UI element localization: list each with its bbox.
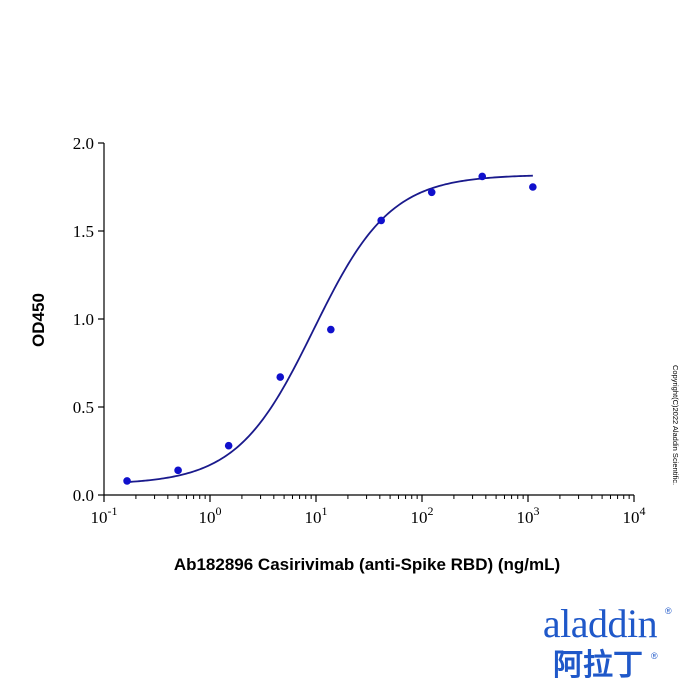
x-tick-exponent: -1 xyxy=(108,504,118,518)
x-tick-exponent: 2 xyxy=(428,504,434,518)
data-point xyxy=(276,373,285,381)
x-tick-exponent: 4 xyxy=(640,504,646,518)
x-tick-base: 10 xyxy=(623,508,640,527)
fit-curve-layer xyxy=(126,174,533,483)
x-tick-exponent: 1 xyxy=(322,504,328,518)
data-point xyxy=(123,477,131,485)
y-tick-label: 2.0 xyxy=(73,134,94,153)
logo-wordmark: aladdin xyxy=(543,601,658,646)
x-tick-label: 103 xyxy=(517,504,540,527)
x-tick-base: 10 xyxy=(305,508,322,527)
y-tick-label: 0.5 xyxy=(73,398,94,417)
data-point xyxy=(529,183,537,191)
data-point xyxy=(224,441,233,450)
x-tick-base: 10 xyxy=(411,508,428,527)
data-point xyxy=(427,188,436,197)
x-tick-label: 101 xyxy=(305,504,328,527)
x-tick-exponent: 3 xyxy=(534,504,540,518)
data-point xyxy=(327,325,335,334)
x-axis-title: Ab182896 Casirivimab (anti-Spike RBD) (n… xyxy=(174,555,560,574)
x-tick-label: 10-1 xyxy=(91,504,118,527)
logo-registered-mark-cn: ® xyxy=(651,651,658,661)
y-tick-label: 1.5 xyxy=(73,222,94,241)
y-axis-title: OD450 xyxy=(29,293,48,347)
axes: 0.00.51.01.52.010-1 100 101 102 103 104 xyxy=(73,134,646,527)
x-tick-base: 10 xyxy=(199,508,216,527)
y-tick-label: 0.0 xyxy=(73,486,94,505)
x-tick-label: 102 xyxy=(411,504,434,527)
data-point xyxy=(174,466,182,475)
logo-chinese-name: 阿拉丁 xyxy=(553,648,643,683)
x-tick-label: 104 xyxy=(623,504,646,527)
aladdin-logo: aladdin ® 阿拉丁 ® xyxy=(543,601,672,683)
data-points-layer xyxy=(123,172,537,485)
logo-registered-mark: ® xyxy=(665,606,672,616)
copyright-watermark: Copyright(C)2022 Aladdin Scientific. xyxy=(671,365,680,485)
x-tick-base: 10 xyxy=(517,508,534,527)
fit-curve xyxy=(126,174,533,483)
data-point xyxy=(478,172,487,181)
data-point xyxy=(377,216,385,225)
x-tick-base: 10 xyxy=(91,508,108,527)
y-tick-label: 1.0 xyxy=(73,310,94,329)
x-tick-label: 100 xyxy=(199,504,222,527)
x-tick-exponent: 0 xyxy=(216,504,222,518)
